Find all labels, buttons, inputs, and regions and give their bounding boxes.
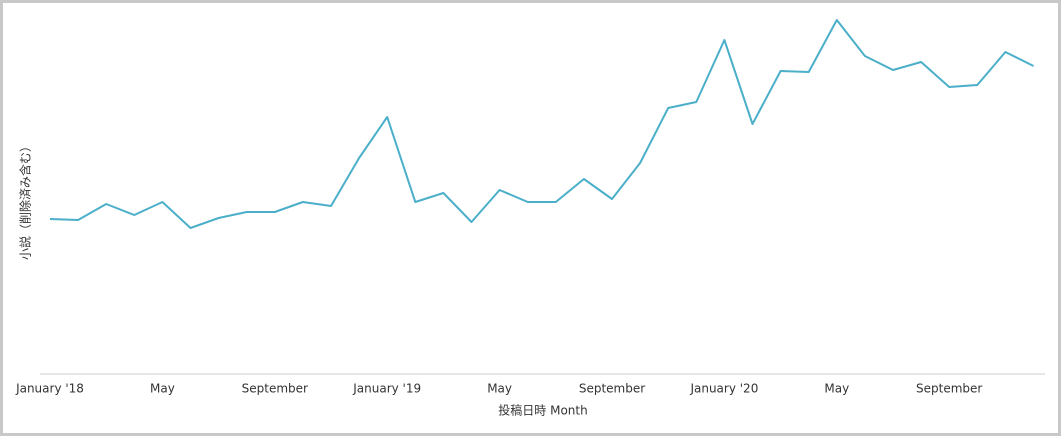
x-tick-label: January '20 [689,382,758,396]
x-tick-label: May [150,382,175,396]
x-tick-label: January '19 [352,382,421,396]
y-axis-title: 小説（削除済み含む） [18,140,33,260]
x-tick-label: January '18 [15,382,84,396]
x-axis-title: 投稿日時 Month [498,403,587,418]
x-tick-label: September [242,382,308,396]
x-tick-label: September [579,382,645,396]
x-tick-label: May [487,382,512,396]
x-tick-label: May [824,382,849,396]
line [49,19,1034,229]
x-tick-label: September [916,382,982,396]
